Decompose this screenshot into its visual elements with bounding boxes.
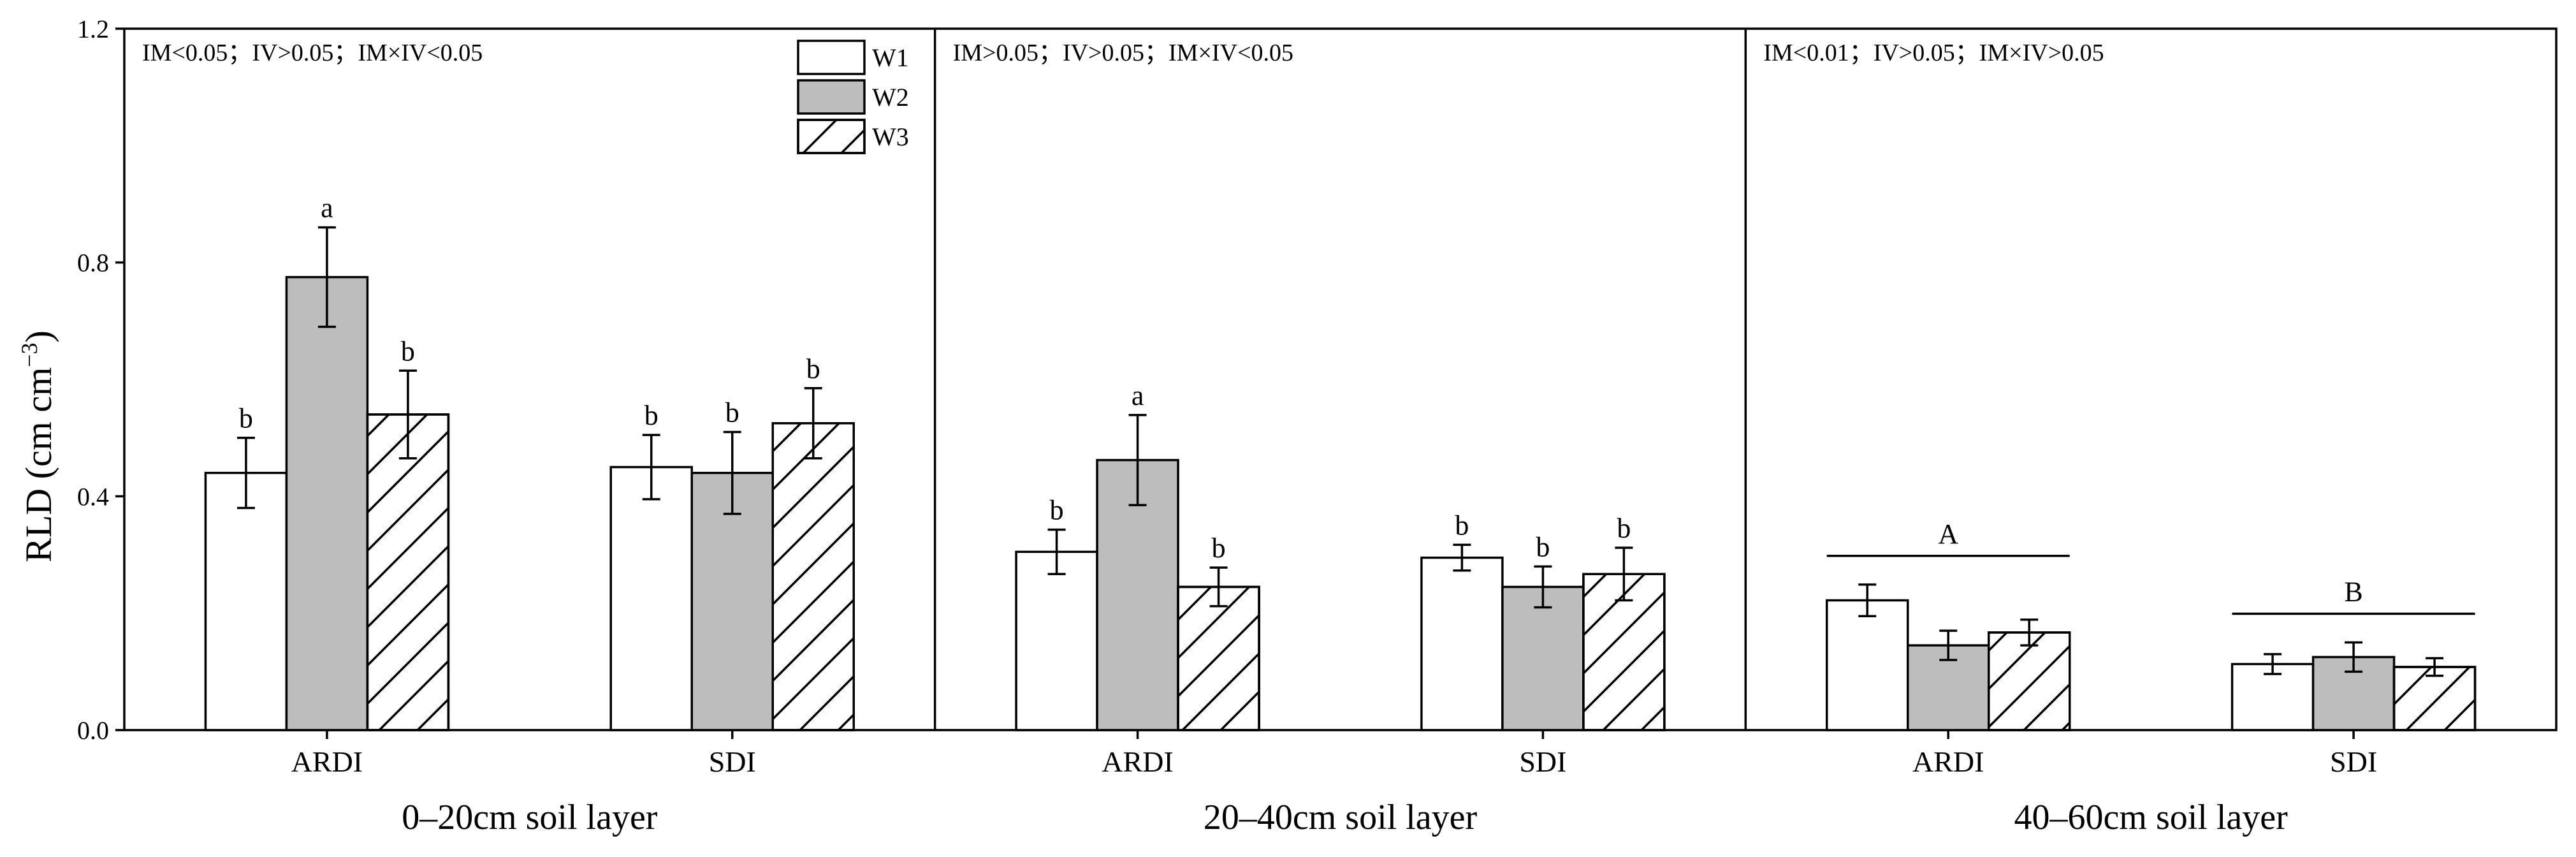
soil-layer-label: 0–20cm soil layer bbox=[402, 798, 658, 837]
bar-hatch-w3 bbox=[1988, 631, 2071, 731]
soil-layer-label: 40–60cm soil layer bbox=[2014, 798, 2289, 837]
bar-hatch-w3 bbox=[2392, 666, 2477, 731]
x-category-label: ARDI bbox=[1102, 745, 1173, 778]
significance-letter: b bbox=[725, 397, 739, 428]
bar-w2 bbox=[285, 275, 369, 731]
bar-w2 bbox=[690, 471, 774, 731]
legend-label: W1 bbox=[872, 43, 909, 72]
legend-swatch-w1 bbox=[797, 40, 866, 75]
plot-frame bbox=[115, 27, 2558, 739]
plot-border bbox=[123, 27, 2558, 731]
significance-letter: b bbox=[1536, 531, 1550, 562]
x-category-label: ARDI bbox=[1912, 745, 1984, 778]
y-tick-label: 0.8 bbox=[77, 249, 109, 277]
x-category-label: SDI bbox=[709, 745, 756, 778]
bar-hatch-w3 bbox=[366, 413, 450, 731]
significance-letter: b bbox=[1455, 509, 1469, 541]
significance-letter: b bbox=[1617, 513, 1631, 544]
significance-letter: b bbox=[1212, 532, 1226, 564]
significance-letter: b bbox=[1050, 495, 1064, 526]
bar-w1 bbox=[1420, 556, 1504, 731]
significance-stats: IM>0.05；IV>0.05；IM×IV<0.05 bbox=[953, 40, 1293, 66]
significance-stats: IM<0.05；IV>0.05；IM×IV<0.05 bbox=[142, 40, 483, 66]
bar-w1 bbox=[1826, 599, 1909, 731]
x-category-label: SDI bbox=[1519, 745, 1566, 778]
significance-letter: b bbox=[239, 403, 253, 434]
significance-letter: a bbox=[1132, 380, 1144, 411]
significance-letter: b bbox=[806, 353, 820, 385]
y-axis-label: RLD (cm cm−3) bbox=[17, 330, 59, 562]
group-letter: A bbox=[1938, 518, 1958, 550]
legend: W1 W2 W3 bbox=[797, 40, 909, 154]
legend-swatch-hatch bbox=[797, 119, 866, 154]
x-category-label: SDI bbox=[2330, 745, 2377, 778]
bars-layer bbox=[204, 226, 2477, 731]
bar-w1 bbox=[204, 471, 288, 731]
soil-layer-label: 20–40cm soil layer bbox=[1204, 798, 1478, 837]
group-letter: B bbox=[2344, 576, 2362, 608]
bar-w1 bbox=[609, 465, 693, 731]
legend-swatch-w2 bbox=[797, 79, 866, 115]
y-tick-label: 0.4 bbox=[77, 482, 109, 511]
significance-letter: b bbox=[401, 335, 415, 367]
significance-letter: b bbox=[644, 400, 659, 431]
bar-w1 bbox=[1015, 550, 1098, 731]
x-category-label: ARDI bbox=[291, 745, 363, 778]
y-tick-label: 0.0 bbox=[77, 716, 109, 745]
legend-label: W3 bbox=[872, 122, 909, 151]
y-tick-label: 1.2 bbox=[77, 15, 109, 43]
labels-layer: 0.0 0.4 0.8 1.2 IM<0.05；IV>0.05；IM×IV<0.05 0–… bbox=[77, 15, 2377, 837]
bar-w2 bbox=[1501, 585, 1585, 731]
legend-label: W2 bbox=[872, 83, 909, 112]
significance-stats: IM<0.01；IV>0.05；IM×IV>0.05 bbox=[1763, 40, 2104, 66]
bar-hatch-w3 bbox=[1177, 585, 1260, 731]
significance-letter: a bbox=[321, 193, 333, 224]
bar-hatch-w3 bbox=[771, 422, 855, 731]
